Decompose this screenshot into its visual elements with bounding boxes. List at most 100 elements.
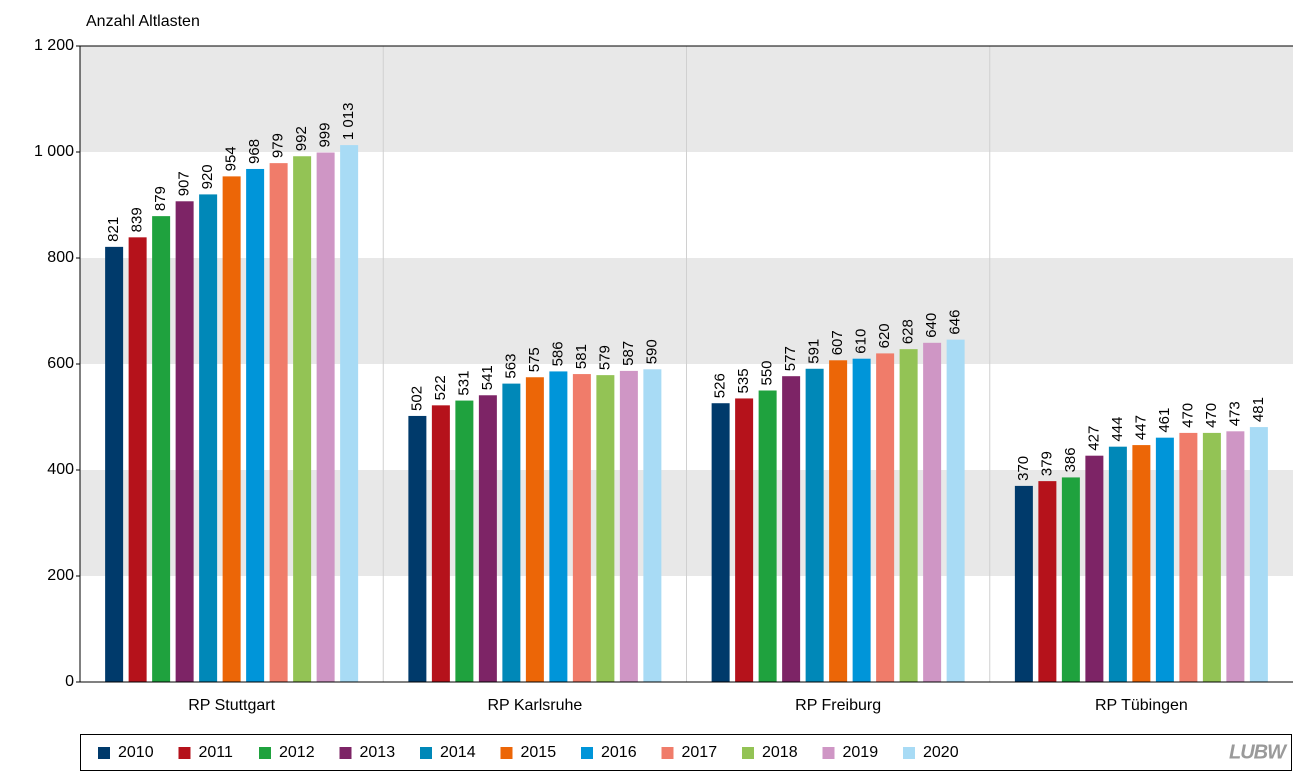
y-axis-label: Anzahl Altlasten [86, 13, 200, 30]
bar [1085, 455, 1104, 682]
legend-label: 2014 [440, 744, 476, 761]
legend-swatch [178, 747, 191, 759]
bar [1061, 477, 1080, 682]
value-label: 444 [1109, 417, 1126, 442]
value-label: 386 [1062, 447, 1079, 472]
bar [1132, 445, 1151, 682]
bar [1155, 437, 1174, 682]
value-label: 628 [900, 319, 917, 344]
value-label: 607 [829, 330, 846, 355]
bar [1202, 432, 1221, 682]
value-label: 550 [759, 360, 776, 385]
bar [105, 246, 124, 682]
bar [829, 360, 848, 682]
bar [711, 403, 730, 682]
value-label: 907 [176, 171, 193, 196]
value-label: 968 [246, 139, 263, 164]
legend-label: 2019 [843, 744, 879, 761]
bar [128, 237, 147, 682]
legend-swatch [420, 747, 432, 759]
value-label: 620 [876, 323, 893, 348]
bar [478, 395, 497, 682]
bar [805, 368, 824, 682]
value-label: 590 [643, 339, 660, 364]
x-tick-label: RP Stuttgart [188, 697, 275, 714]
value-label: 502 [408, 386, 425, 411]
legend-swatch [822, 747, 835, 759]
value-label: 879 [152, 186, 169, 211]
legend-swatch [661, 747, 674, 759]
legend-swatch [500, 747, 513, 759]
bar [596, 375, 615, 682]
bar [455, 400, 474, 682]
bar [852, 358, 871, 682]
value-label: 839 [129, 207, 146, 232]
value-label: 1 013 [340, 103, 357, 141]
value-label: 587 [620, 341, 637, 366]
bar [502, 383, 521, 682]
value-label: 821 [105, 217, 122, 242]
y-tick-label: 600 [47, 355, 74, 372]
legend-label: 2012 [279, 744, 315, 761]
value-label: 575 [526, 347, 543, 372]
bar [1108, 446, 1127, 682]
bar [899, 349, 918, 682]
y-tick-label: 1 000 [34, 143, 74, 160]
bar [152, 216, 171, 682]
bar [293, 156, 312, 683]
legend-label: 2017 [682, 744, 718, 761]
bar [1038, 481, 1057, 682]
y-tick-label: 200 [47, 567, 74, 584]
legend-swatch [903, 747, 915, 759]
bar [316, 152, 335, 682]
bar [246, 168, 265, 682]
bar [549, 371, 568, 682]
bar [340, 145, 359, 683]
bar [923, 342, 942, 682]
bar [758, 390, 777, 682]
legend-swatch [339, 747, 352, 759]
legend-label: 2015 [521, 744, 557, 761]
bar [1179, 432, 1198, 682]
value-label: 579 [596, 345, 613, 370]
bar [269, 163, 288, 682]
legend-label: 2018 [762, 744, 798, 761]
bar [431, 405, 450, 682]
value-label: 954 [223, 146, 240, 171]
value-label: 581 [573, 344, 590, 369]
value-label: 470 [1179, 403, 1196, 428]
bar [643, 369, 662, 682]
bar [525, 377, 544, 682]
value-label: 473 [1226, 401, 1243, 426]
logo: LUBW [1229, 741, 1288, 763]
bar [946, 339, 965, 682]
y-tick-label: 0 [65, 673, 74, 690]
legend-swatch [259, 747, 271, 759]
value-label: 610 [853, 329, 870, 354]
value-label: 577 [782, 346, 799, 371]
y-tick-label: 800 [47, 249, 74, 266]
value-label: 379 [1038, 451, 1055, 476]
value-label: 427 [1085, 426, 1102, 451]
value-label: 541 [479, 365, 496, 390]
legend-label: 2016 [601, 744, 637, 761]
legend-label: 2010 [118, 744, 154, 761]
bar [408, 415, 427, 682]
legend-label: 2013 [360, 744, 396, 761]
value-label: 526 [712, 373, 729, 398]
legend-box [80, 734, 1292, 771]
bar [1226, 431, 1245, 682]
value-label: 979 [270, 133, 287, 158]
bar [1249, 427, 1268, 682]
legend-label: 2020 [923, 744, 959, 761]
legend-swatch [98, 747, 110, 759]
value-label: 470 [1203, 403, 1220, 428]
bar [619, 370, 638, 682]
value-label: 535 [735, 368, 752, 393]
bar [572, 374, 591, 682]
value-label: 522 [432, 375, 449, 400]
x-tick-label: RP Freiburg [795, 697, 881, 714]
value-label: 591 [806, 339, 823, 364]
value-label: 481 [1250, 397, 1267, 422]
